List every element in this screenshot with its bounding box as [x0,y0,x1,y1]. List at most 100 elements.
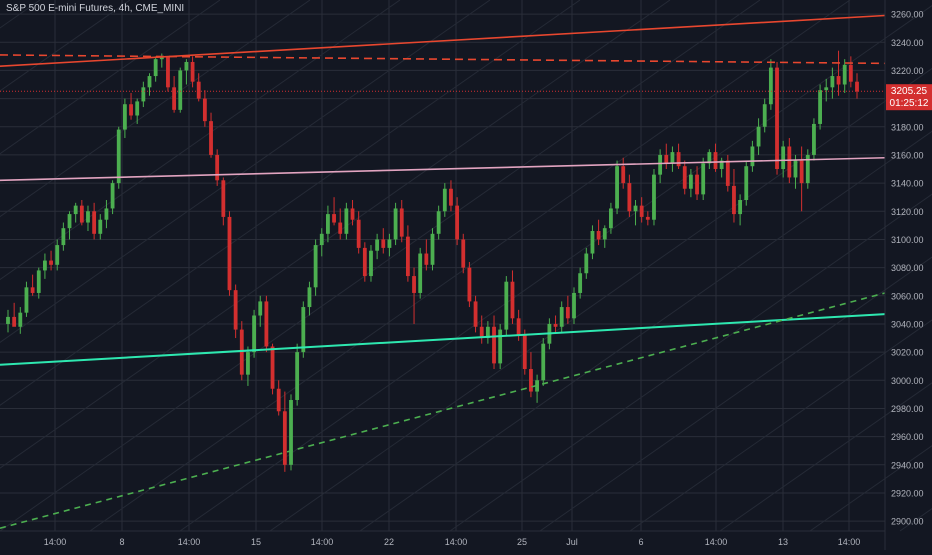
candle-body [276,388,281,412]
candle [473,295,478,333]
candle [621,157,626,189]
candle [227,211,232,296]
time-axis[interactable]: 14:00 8 14:00 15 14:00 22 14:00 25 Jul 6 14:00 13 14… [44,537,861,547]
candle [824,78,829,102]
candle-body [602,228,607,240]
symbol-title[interactable]: S&P 500 E-mini Futures, 4h, CME_MINI [6,3,184,14]
price-badge-box [886,84,932,111]
candle-body [79,205,84,223]
candle-body [227,216,232,291]
candle [55,239,60,271]
channel-line [539,256,932,532]
candle [799,146,804,212]
candle-body [750,146,755,167]
candle [209,112,213,158]
candle [79,200,84,226]
candle [178,67,183,113]
candle [49,250,53,271]
candle [326,205,330,243]
candle [381,228,386,254]
candle [775,61,779,175]
candle [18,307,23,334]
channel-line [0,0,761,532]
candle-body [344,208,349,234]
symbol-label: S&P 500 E-mini Futures, 4h, CME_MINI [6,3,185,14]
candle-body [289,400,293,465]
time-tick-label: 6 [638,537,643,547]
candle-body [98,219,103,234]
candle [166,56,170,92]
candle [147,73,152,96]
candle-body [449,188,453,206]
candle-body [775,67,779,170]
candle-body [529,369,533,392]
candle-body [682,166,687,189]
candle-body [418,253,423,293]
candle-body [627,183,632,212]
candle [756,118,761,155]
drawn-trendlines[interactable] [0,14,886,529]
candle [750,140,755,172]
candle [658,149,663,184]
candle-body [559,307,564,327]
candle [572,287,576,324]
candles[interactable] [6,50,859,472]
price-tick-label: 3140.00 [891,179,924,189]
channel-line [179,4,932,532]
candle-body [166,56,170,88]
time-tick-label: 13 [778,537,788,547]
candle-body [381,239,386,248]
candle-body [584,253,589,274]
candle-body [153,59,158,77]
candle [344,202,349,240]
channel-line [719,382,932,532]
candle [590,225,595,260]
candle-body [805,154,810,184]
candle-body [658,154,663,175]
candle [369,245,373,282]
candle [842,59,847,93]
price-tick-label: 2960.00 [891,432,924,442]
candle [485,321,490,344]
candle-body [326,214,330,234]
candle [768,59,773,110]
candle-body [609,208,613,229]
channel-line [359,130,932,532]
candle [818,84,822,130]
candle [43,253,47,279]
time-tick-label: 25 [517,537,527,547]
candle-body [43,260,47,271]
candle [738,194,743,226]
candle [295,343,300,406]
candle-body [855,81,859,92]
candle-body [387,239,392,248]
candle-body [350,208,355,220]
candle [98,214,103,240]
candle [449,180,453,212]
candle-body [86,211,90,223]
candle-body [701,163,706,195]
candle [153,56,158,82]
price-tick-label: 2900.00 [891,517,924,527]
candle [442,183,447,217]
channel-line [0,0,491,343]
price-tick-label: 3240.00 [891,38,924,48]
candle [812,118,816,161]
price-tick-label: 3120.00 [891,207,924,217]
candle-body [596,230,601,240]
channel-line [0,0,671,469]
candle [110,180,115,215]
trendline [0,313,886,366]
candle-body [848,64,853,82]
candle [664,143,669,170]
candle [246,346,250,386]
candle [221,177,226,226]
candle [627,174,632,217]
time-tick-label: 14:00 [178,537,201,547]
candle [504,276,509,336]
candle [584,247,589,279]
candle-body [264,301,269,347]
price-badge-value: 3205.25 [891,86,928,97]
